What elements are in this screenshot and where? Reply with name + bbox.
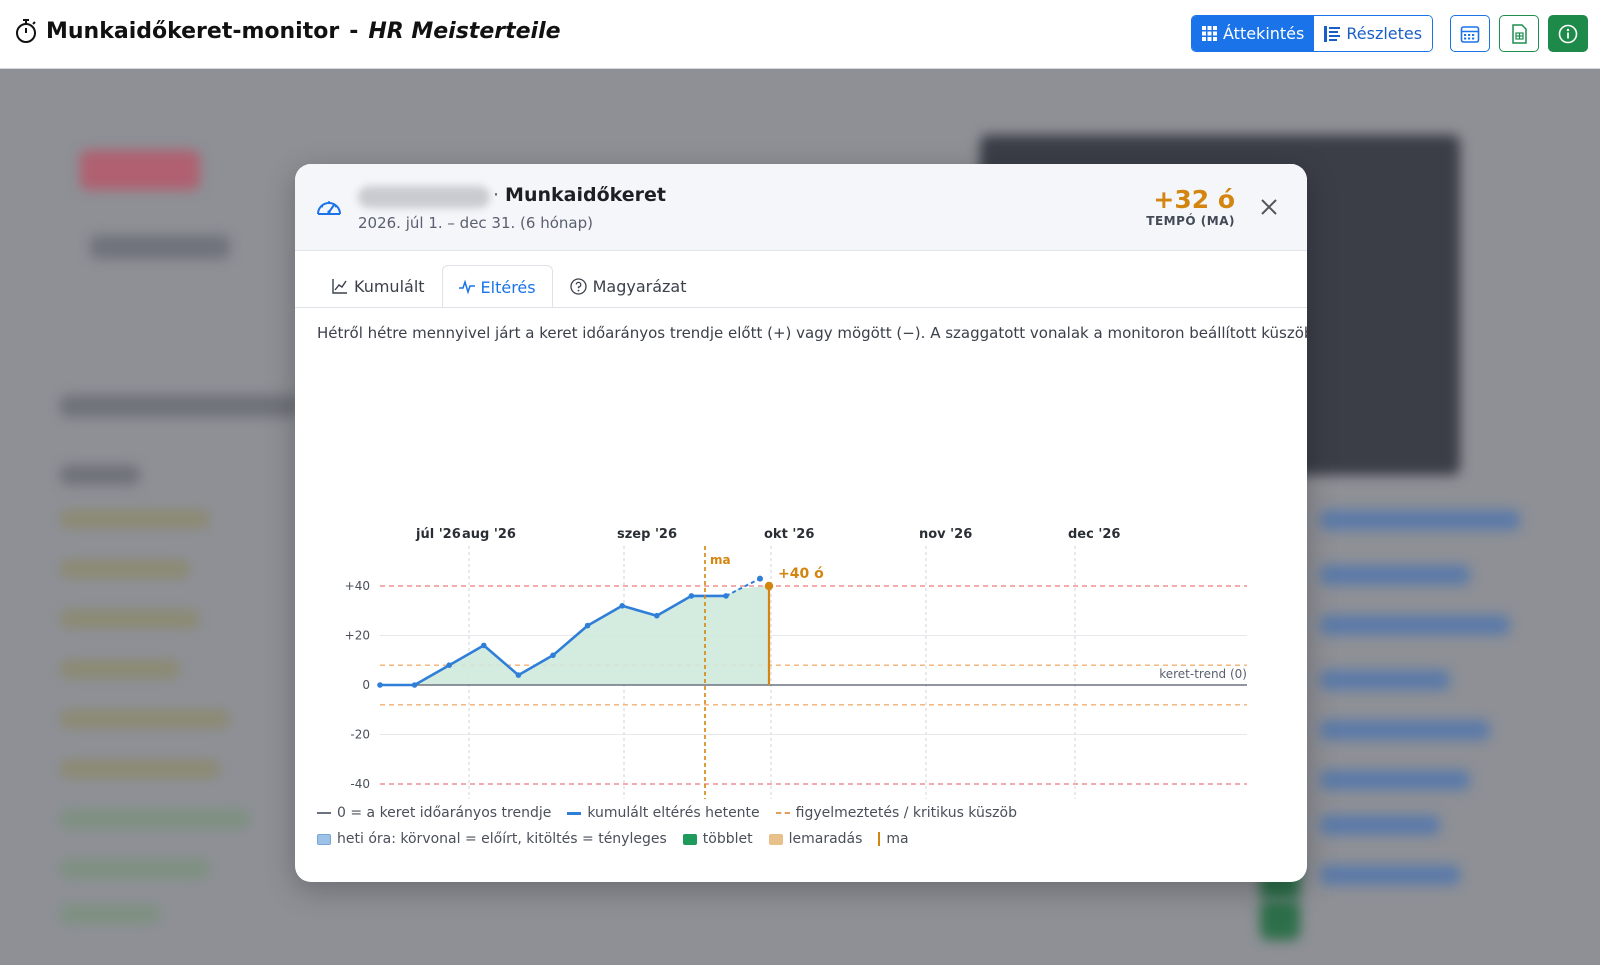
detailed-label: Részletes xyxy=(1346,24,1423,43)
month-label: dec '26 xyxy=(1068,527,1120,542)
overview-button[interactable]: Áttekintés xyxy=(1192,16,1315,51)
cumulative-point xyxy=(654,612,660,619)
cumulative-point xyxy=(446,662,452,668)
app-title: Munkaidőkeret-monitor - HR Meisterteile xyxy=(14,18,561,44)
tab-explanation[interactable]: Magyarázat xyxy=(553,264,704,307)
info-button[interactable] xyxy=(1548,15,1588,52)
legend-item-threshold: figyelmeztetés / kritikus küszöb xyxy=(775,805,1017,821)
info-icon xyxy=(1558,24,1578,43)
grid-icon xyxy=(1202,26,1217,41)
company-name: HR Meisterteile xyxy=(368,18,561,44)
app-header: Munkaidőkeret-monitor - HR Meisterteile … xyxy=(0,0,1600,69)
y-tick-label: -40 xyxy=(350,777,370,791)
modal-header: · Munkaidőkeret 2026. júl 1. – dec 31. (6… xyxy=(295,164,1307,251)
tab-cumulative-label: Kumulált xyxy=(354,276,425,296)
y-tick-label: -20 xyxy=(350,728,370,742)
legend-item-deficit: lemaradás xyxy=(768,831,863,847)
legend-item-weekly-hours: heti óra: körvonal = előírt, kitöltés = … xyxy=(317,831,667,847)
legend-row-2: heti óra: körvonal = előírt, kitöltés = … xyxy=(317,826,1017,852)
list-icon xyxy=(1324,25,1341,42)
legend-item-cumulative: kumulált eltérés hetente xyxy=(567,805,760,821)
legend-baseline-label: 0 = a keret időarányos trendje xyxy=(337,805,552,821)
projection-line xyxy=(725,577,761,597)
y-tick-label: 0 xyxy=(362,678,370,692)
close-icon[interactable] xyxy=(1259,197,1279,217)
month-label: okt '26 xyxy=(764,527,814,542)
cumulative-point xyxy=(584,622,591,629)
pace-indicator: +32 ó TEMPÓ (MA) xyxy=(1146,185,1235,229)
pace-label: TEMPÓ (MA) xyxy=(1146,214,1235,228)
today-label: ma xyxy=(710,553,731,567)
cumulative-point xyxy=(688,593,695,599)
baseline-label: keret-trend (0) xyxy=(1159,667,1247,681)
speedometer-icon xyxy=(317,201,341,215)
legend-today-label: ma xyxy=(886,831,909,847)
export-spreadsheet-button[interactable] xyxy=(1499,15,1539,52)
detailed-button[interactable]: Részletes xyxy=(1314,16,1433,51)
modal-period: 2026. júl 1. – dec 31. (6 hónap) xyxy=(358,214,593,232)
activity-icon xyxy=(458,279,475,295)
month-label: aug '26 xyxy=(462,527,516,542)
legend-row-1: 0 = a keret időarányos trendje kumulált … xyxy=(317,800,1017,826)
legend-item-surplus: többlet xyxy=(682,831,753,847)
cumulative-point xyxy=(411,682,418,688)
calendar-button[interactable] xyxy=(1450,15,1490,52)
legend-deficit-label: lemaradás xyxy=(788,831,863,847)
legend-weekly-label: heti óra: körvonal = előírt, kitöltés = … xyxy=(337,831,667,847)
modal-tabs: Kumulált Eltérés Magyarázat xyxy=(315,264,704,308)
app-name: Munkaidőkeret-monitor xyxy=(46,18,340,44)
legend-cumulative-label: kumulált eltérés hetente xyxy=(587,805,760,821)
cumulative-area xyxy=(380,586,769,685)
tab-deviation[interactable]: Eltérés xyxy=(441,265,553,308)
legend-threshold-label: figyelmeztetés / kritikus küszöb xyxy=(795,805,1017,821)
modal-title: · Munkaidőkeret xyxy=(493,184,666,206)
employee-name-redacted xyxy=(358,186,490,208)
legend-item-today: ma xyxy=(878,831,909,847)
line-chart-icon xyxy=(332,279,347,294)
title-separator: - xyxy=(349,18,359,44)
projection-point xyxy=(757,575,763,582)
cumulative-point xyxy=(377,682,383,688)
legend-item-baseline: 0 = a keret időarányos trendje xyxy=(317,805,551,821)
cumulative-point xyxy=(550,652,556,659)
chart-legend: 0 = a keret időarányos trendje kumulált … xyxy=(317,800,1017,852)
view-toggle: Áttekintés Részletes xyxy=(1191,15,1434,52)
tab-deviation-label: Eltérés xyxy=(480,277,536,297)
tab-divider xyxy=(295,307,1307,308)
question-icon xyxy=(569,277,587,295)
month-label: júl '26 xyxy=(415,527,461,542)
cumulative-point xyxy=(515,672,522,678)
budget-modal: · Munkaidőkeret 2026. júl 1. – dec 31. (6… xyxy=(295,164,1307,882)
deviation-chart: júl '26 aug '26 szep '26 okt '26 nov '26 dec … xyxy=(345,527,1247,799)
legend-surplus-label: többlet xyxy=(702,831,753,847)
month-label: nov '26 xyxy=(919,527,972,542)
chart-description: Hétről hétre mennyivel járt a keret időa… xyxy=(317,324,1307,342)
stopwatch-icon xyxy=(16,19,36,43)
calendar-icon xyxy=(1460,25,1480,43)
cumulative-point xyxy=(481,642,487,649)
y-tick-label: +40 xyxy=(345,579,370,593)
modal-title-text: Munkaidőkeret xyxy=(505,184,666,206)
tab-cumulative[interactable]: Kumulált xyxy=(315,264,442,307)
pace-value: +32 ó xyxy=(1153,185,1235,214)
y-tick-label: +20 xyxy=(345,629,370,643)
month-label: szep '26 xyxy=(617,527,677,542)
overview-label: Áttekintés xyxy=(1223,24,1305,43)
today-endpoint-point xyxy=(764,581,774,591)
endpoint-value-label: +40 ó xyxy=(778,566,824,582)
spreadsheet-icon xyxy=(1512,23,1527,44)
tab-explanation-label: Magyarázat xyxy=(592,276,687,296)
cumulative-point xyxy=(619,603,625,609)
